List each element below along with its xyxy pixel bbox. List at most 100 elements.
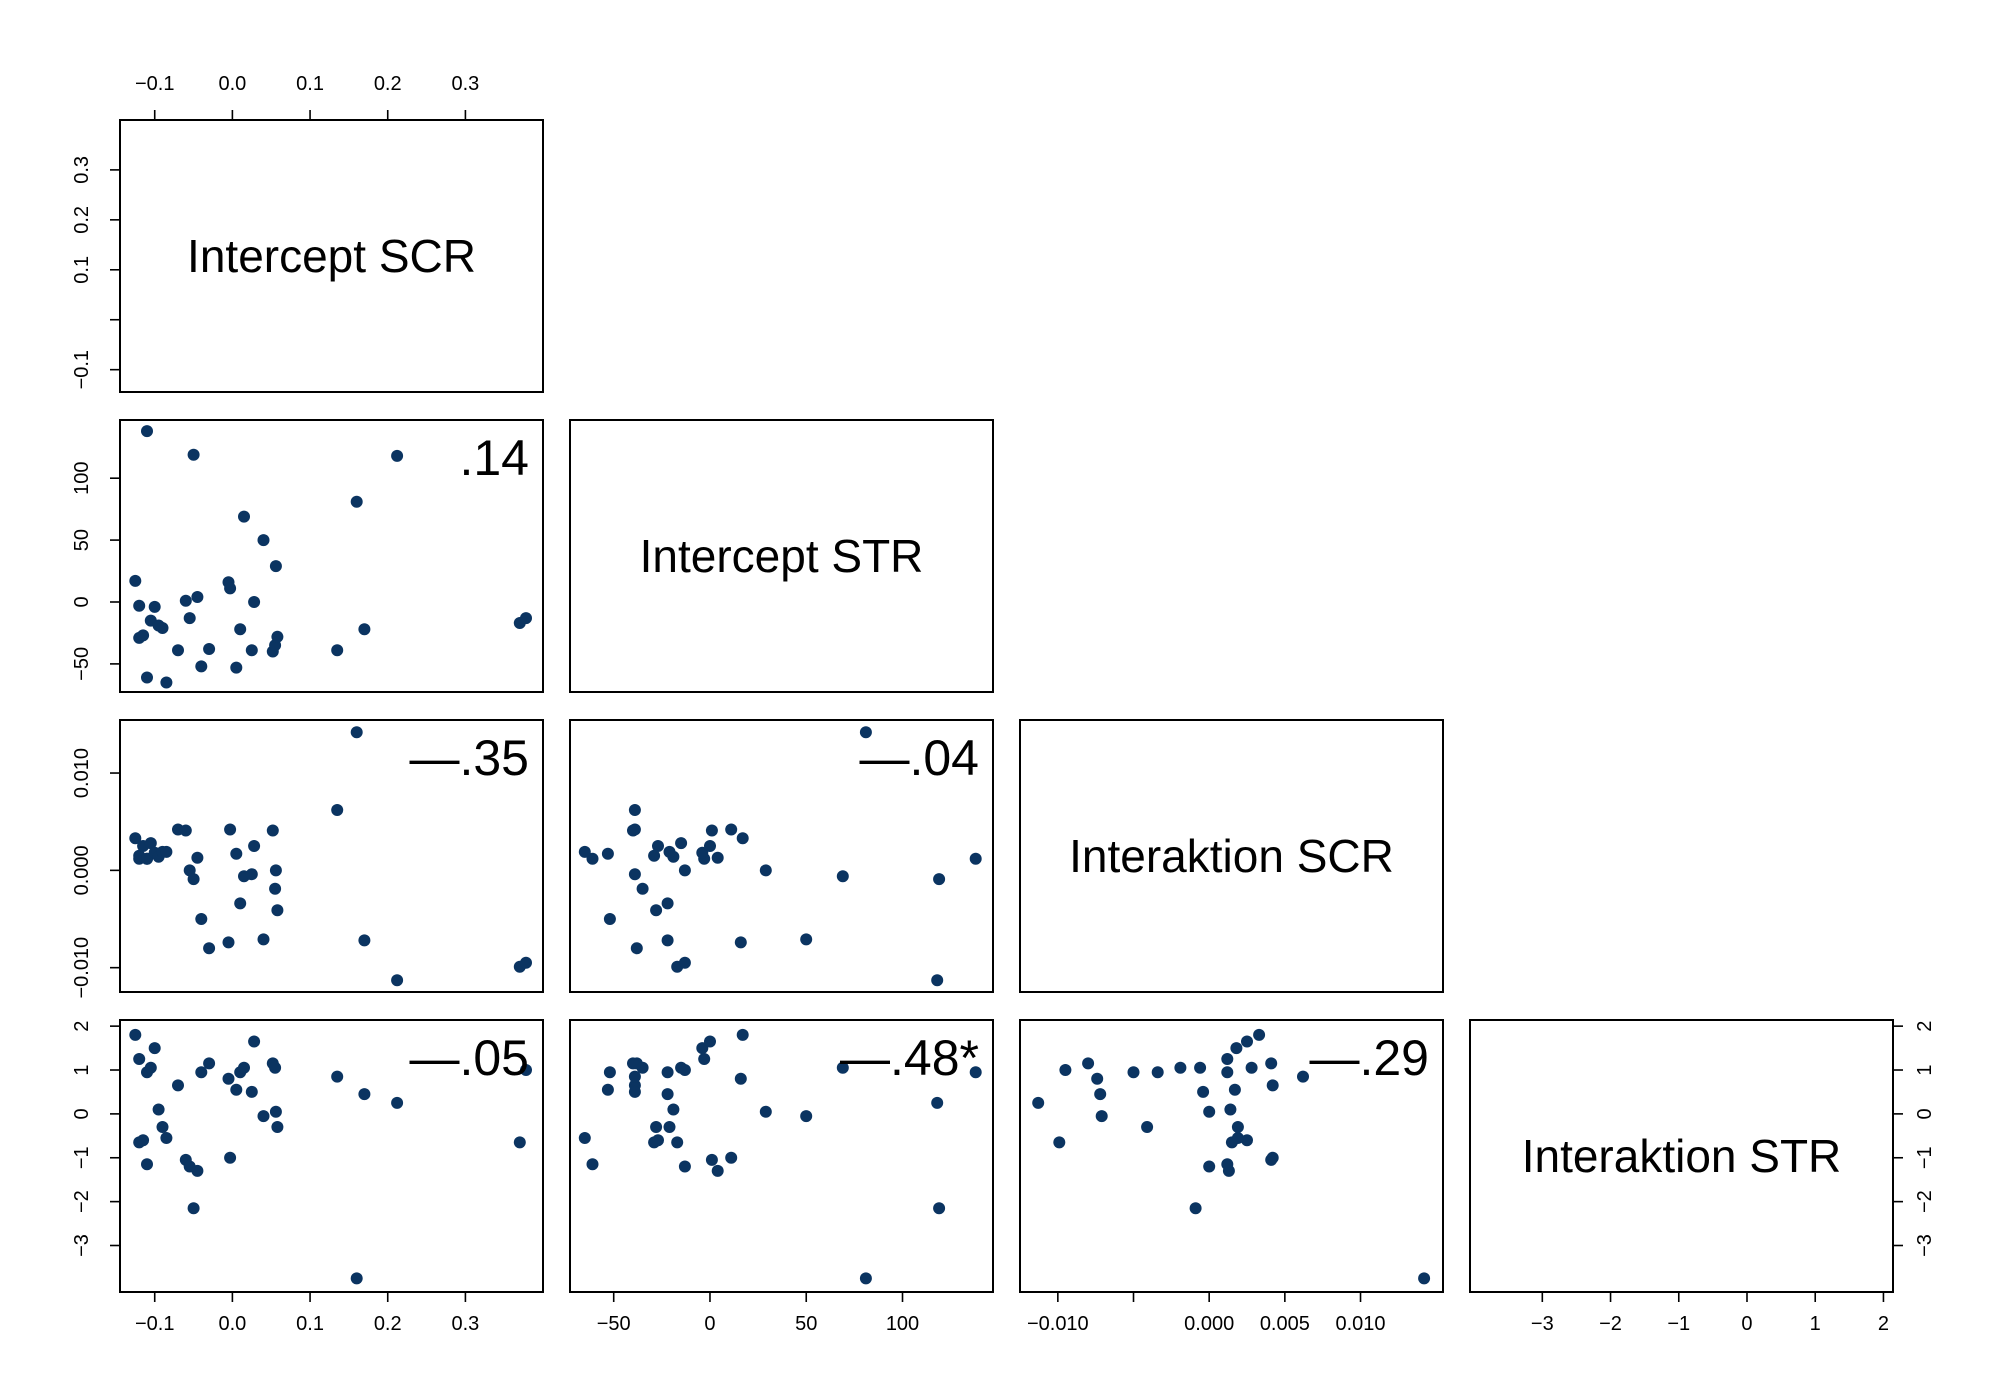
data-point: [969, 1066, 982, 1079]
bottom-axis-tick-label: −2: [1599, 1313, 1622, 1335]
data-point: [269, 864, 282, 877]
data-point: [234, 623, 247, 636]
data-point: [391, 449, 404, 462]
data-point: [663, 845, 676, 858]
data-point: [224, 823, 237, 836]
data-point: [601, 1083, 614, 1096]
correlation-label: —.29: [1309, 1030, 1429, 1086]
data-point: [513, 1136, 526, 1149]
bottom-axis-tick-label: 0.005: [1260, 1313, 1310, 1335]
data-point: [736, 1028, 749, 1041]
right-axis-tick-label: 1: [1914, 1064, 1936, 1075]
data-point: [187, 873, 200, 886]
data-point: [678, 864, 691, 877]
left-axis-tick-label: −3: [71, 1234, 93, 1257]
bottom-axis-tick-label: 0.000: [1184, 1313, 1234, 1335]
data-point: [1082, 1057, 1095, 1070]
bottom-axis-tick-label: 50: [795, 1313, 817, 1335]
data-point: [129, 832, 142, 845]
data-point: [129, 574, 142, 587]
top-axis-tick-label: 0.1: [296, 73, 324, 95]
correlation-label: .14: [459, 430, 529, 486]
left-axis-tick-label: 100: [71, 462, 93, 495]
data-point: [628, 1085, 641, 1098]
data-point: [271, 630, 284, 643]
panel-r1-c0: [119, 419, 544, 693]
bottom-axis-tick-label: −0.1: [135, 1313, 174, 1335]
data-point: [1253, 1028, 1266, 1041]
data-point: [148, 1042, 161, 1055]
data-point: [671, 1136, 684, 1149]
bottom-axis-tick-label: 0: [704, 1313, 715, 1335]
data-point: [628, 804, 641, 816]
data-point: [1265, 1057, 1278, 1070]
data-point: [1418, 1272, 1431, 1285]
data-point: [1266, 1079, 1279, 1092]
data-point: [230, 661, 243, 674]
data-point: [1231, 1121, 1244, 1133]
data-point: [1228, 1083, 1241, 1096]
bottom-axis-tick-label: −50: [597, 1313, 631, 1335]
data-point: [183, 612, 196, 625]
data-point: [1095, 1110, 1108, 1123]
variable-name-interaktion-str: Interaktion STR: [1522, 1130, 1842, 1182]
right-axis-tick-label: −2: [1914, 1190, 1936, 1213]
data-point: [650, 904, 663, 917]
data-point: [1151, 1066, 1164, 1079]
left-axis-tick-label: 0.2: [71, 206, 93, 234]
data-point: [627, 1057, 639, 1070]
left-axis-tick-label: −2: [71, 1190, 93, 1213]
data-point: [836, 1061, 849, 1074]
data-point: [358, 623, 371, 636]
bottom-axis-tick-label: 0.1: [296, 1313, 324, 1335]
bottom-axis-tick-label: 0.0: [218, 1313, 246, 1335]
left-axis-tick-label: 0: [71, 1108, 93, 1119]
data-point: [191, 851, 204, 864]
data-point: [160, 676, 173, 689]
data-point: [179, 594, 192, 607]
data-point: [1091, 1072, 1104, 1085]
data-point: [667, 1103, 680, 1116]
data-point: [257, 933, 270, 946]
panel-r1-c1: Intercept STR: [569, 419, 994, 693]
data-point: [678, 956, 691, 969]
data-point: [1203, 1105, 1216, 1118]
data-point: [195, 1066, 208, 1079]
data-point: [661, 897, 674, 910]
correlation-label: —.35: [409, 730, 529, 786]
data-point: [652, 1134, 664, 1147]
data-point: [628, 868, 641, 881]
bottom-axis-tick-label: −0.010: [1027, 1313, 1089, 1335]
left-axis-tick-label: −0.010: [71, 937, 93, 999]
data-point: [1297, 1070, 1309, 1083]
data-point: [1141, 1121, 1154, 1133]
data-point: [257, 534, 270, 547]
panel-frame: [1469, 1019, 1894, 1293]
data-point: [222, 936, 235, 949]
data-point: [358, 934, 371, 947]
data-point: [725, 823, 738, 836]
left-axis-tick-label: 0.000: [71, 845, 93, 895]
data-point: [156, 622, 169, 634]
data-point: [636, 1061, 649, 1074]
data-point: [759, 1105, 772, 1118]
data-point: [705, 1153, 718, 1166]
data-point: [271, 904, 284, 917]
data-point: [648, 849, 661, 862]
left-axis-tick-label: 0: [71, 596, 93, 607]
correlation-label: —.04: [859, 730, 979, 786]
data-point: [331, 804, 344, 816]
data-point: [931, 1096, 944, 1109]
matrix-panels: Intercept SCR Intercept STR Interaktion SC…: [71, 73, 1936, 1335]
left-axis-tick-label: 50: [71, 529, 93, 551]
panel-frame: [119, 119, 544, 393]
data-point: [661, 934, 674, 947]
data-point: [636, 882, 649, 895]
data-point: [195, 913, 208, 925]
data-point: [269, 1105, 282, 1118]
top-axis-tick-label: 0.0: [218, 73, 246, 95]
data-point: [933, 873, 946, 886]
left-axis-tick-label: −50: [71, 647, 93, 681]
data-point: [698, 1053, 711, 1065]
data-point: [224, 1151, 237, 1164]
